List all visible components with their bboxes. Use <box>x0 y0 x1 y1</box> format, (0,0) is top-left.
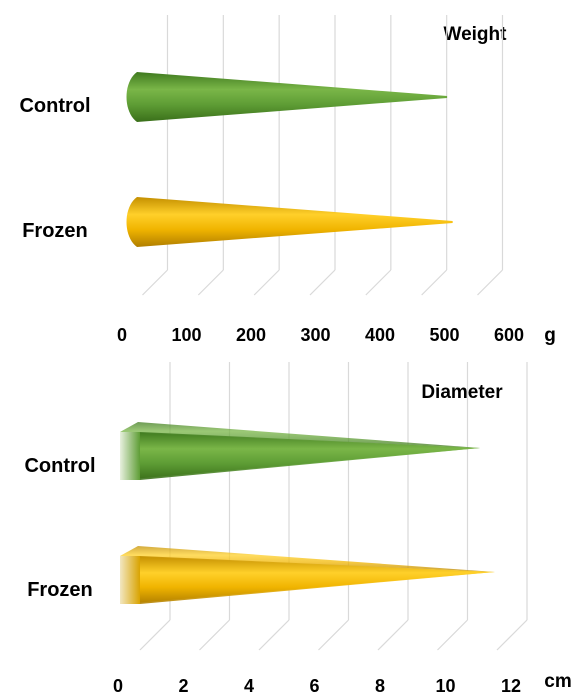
gridline <box>139 362 171 651</box>
diameter-tick-labels: 0 2 4 6 8 10 12 <box>113 676 521 693</box>
diameter-unit-label: cm <box>544 671 571 692</box>
category-label: Frozen <box>27 579 93 601</box>
bar <box>126 197 453 247</box>
tick-label: 600 <box>494 325 524 345</box>
bar <box>126 72 448 122</box>
gridline <box>496 362 528 651</box>
gridline <box>197 15 224 296</box>
category-label: Control <box>24 455 95 477</box>
tick-label: 2 <box>178 676 188 693</box>
diameter-chart-title: Diameter <box>421 382 503 403</box>
gridline <box>199 362 231 651</box>
tick-label: 200 <box>236 325 266 345</box>
gridline <box>365 15 392 296</box>
tick-label: 400 <box>365 325 395 345</box>
weight-gridlines <box>142 15 504 296</box>
category-label: Control <box>19 95 90 117</box>
tick-label: 0 <box>117 325 127 345</box>
tick-label: 10 <box>435 676 455 693</box>
tick-label: 100 <box>171 325 201 345</box>
gridline <box>309 15 336 296</box>
tick-label: 8 <box>375 676 385 693</box>
bar <box>120 422 481 480</box>
weight-tick-labels: 0 100 200 300 400 500 600 <box>117 325 524 345</box>
diameter-category-labels: Control Frozen <box>24 455 95 601</box>
category-label: Frozen <box>22 220 88 242</box>
diameter-chart: Diameter Control Frozen 0 2 4 6 8 10 12 cm <box>24 362 572 693</box>
tick-label: 6 <box>309 676 319 693</box>
gridline <box>258 362 290 651</box>
gridline <box>421 15 448 296</box>
tick-label: 4 <box>244 676 254 693</box>
tick-label: 300 <box>300 325 330 345</box>
gridline <box>377 362 409 651</box>
weight-category-labels: Control Frozen <box>19 95 90 242</box>
weight-chart-title: Weight <box>444 24 508 45</box>
gridline <box>477 15 504 296</box>
diameter-gridlines <box>139 362 528 651</box>
gridline <box>142 15 169 296</box>
weight-unit-label: g <box>544 325 556 346</box>
gridline <box>318 362 350 651</box>
gridline <box>253 15 280 296</box>
bar <box>120 546 495 604</box>
tick-label: 0 <box>113 676 123 693</box>
diameter-bars <box>120 422 495 604</box>
tick-label: 12 <box>501 676 521 693</box>
gridline <box>437 362 469 651</box>
weight-bars <box>126 72 453 247</box>
weight-chart: Weight Control Frozen 0 100 200 300 400 500 600… <box>19 15 556 346</box>
tick-label: 500 <box>429 325 459 345</box>
